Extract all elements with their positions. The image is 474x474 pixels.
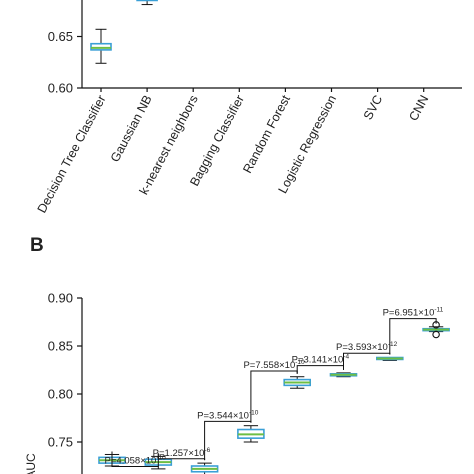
panel-a-y-tick-label: 0.65 [48,29,73,44]
panel-b-y-tick-label: 0.90 [48,291,73,306]
panel-b-p-value-label: P=6.951×10-11 [383,307,444,319]
panel-a-category-label: SVC [361,93,385,122]
panel-b-p-value-label: P=3.141×10-4 [292,354,350,366]
panel-b-p-value-label: P=3.544×10-10 [197,409,259,421]
panel-b-outlier-point [432,330,440,339]
panel-b-y-axis-label: AUC [24,453,38,474]
panel-a-category-label: Random Forest [240,92,293,175]
panel-b-significance-bracket [389,318,437,355]
panel-a-category-label: CNN [406,93,431,123]
panel-a-chart: 0.60 0.65 Decision Tree Classifier Gaussian… [35,0,462,215]
panel-b-letter: B [30,235,44,256]
panel-b-y-tick-label: 0.80 [48,387,73,402]
panel-b-p-value-label: P=1.257×10-6 [153,447,211,459]
panel-b-significance-bracket [204,420,252,461]
panel-a-boxplot-box [90,42,112,51]
panel-a-y-tick-label: 0.60 [48,81,73,96]
panel-b-significance-bracket [343,352,391,370]
panel-b-y-tick-label: 0.75 [48,435,73,450]
panel-a-category-label: Decision Tree Classifier [35,93,109,216]
panel-b-p-value-label: P=4.058×10-10 [105,454,167,466]
panel-b-y-tick-label: 0.85 [48,339,73,354]
panel-b-significance-bracket [111,451,159,467]
panel-b-p-value-label: P=7.558×10-10 [243,359,305,371]
panel-a-category-label: Gaussian NB [108,93,155,165]
panel-b-p-value-label: P=3.593×10-12 [336,341,398,353]
panel-b-chart: 0.75 0.80 0.85 0.90 AUC P=4.058×10-10P=1.257×… [24,291,450,474]
